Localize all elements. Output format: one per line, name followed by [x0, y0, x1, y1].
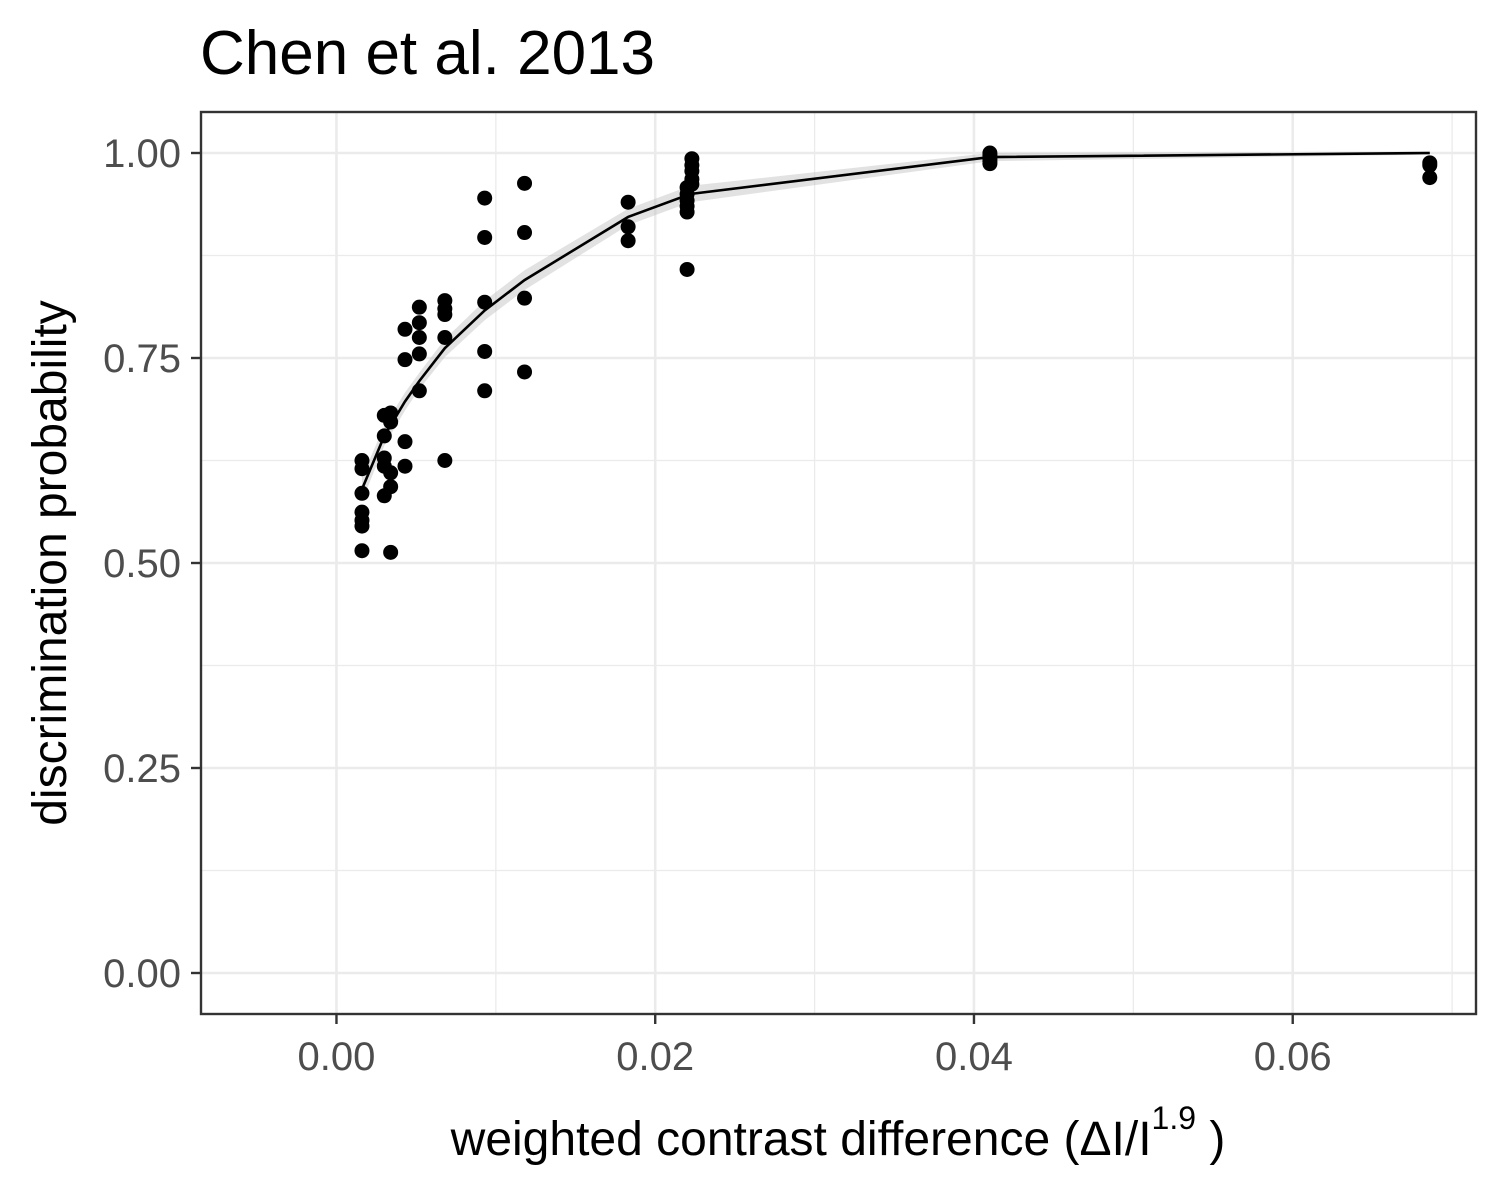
- x-axis-title-main: weighted contrast difference (ΔI/I: [450, 1113, 1152, 1166]
- data-point: [1422, 170, 1438, 186]
- data-point: [982, 156, 998, 172]
- data-point: [411, 315, 427, 331]
- x-tick-label: 0.02: [616, 1035, 694, 1079]
- data-point: [517, 290, 533, 306]
- data-point: [684, 176, 700, 192]
- y-tick-label: 1.00: [103, 132, 181, 176]
- data-point: [411, 299, 427, 315]
- data-point: [354, 485, 370, 501]
- data-point: [620, 219, 636, 235]
- data-point: [397, 458, 413, 474]
- data-point: [383, 479, 399, 495]
- x-axis-ticks: 0.00 0.02 0.04 0.06: [298, 1014, 1332, 1079]
- data-point: [383, 544, 399, 560]
- chart-title: Chen et al. 2013: [200, 19, 655, 88]
- data-point: [376, 428, 392, 444]
- y-tick-label: 0.25: [103, 747, 181, 791]
- data-point: [354, 461, 370, 477]
- x-tick-label: 0.04: [935, 1035, 1013, 1079]
- data-point: [477, 343, 493, 359]
- x-tick-label: 0.00: [298, 1035, 376, 1079]
- data-point: [411, 346, 427, 362]
- x-tick-label: 0.06: [1254, 1035, 1332, 1079]
- data-point: [397, 321, 413, 337]
- data-point: [437, 453, 453, 468]
- data-point: [383, 465, 399, 481]
- data-point: [1422, 157, 1438, 173]
- x-axis-title-close: ): [1196, 1113, 1225, 1166]
- data-point: [517, 175, 533, 191]
- data-points: [354, 145, 1438, 560]
- y-axis-title: discrimination probability: [24, 300, 77, 826]
- data-point: [679, 204, 695, 220]
- x-axis-title: weighted contrast difference (ΔI/I1.9 ): [450, 1100, 1226, 1166]
- data-point: [477, 294, 493, 310]
- data-point: [679, 261, 695, 277]
- y-tick-label: 0.75: [103, 337, 181, 381]
- data-point: [354, 518, 370, 534]
- data-point: [477, 190, 493, 206]
- data-point: [620, 233, 636, 249]
- data-point: [437, 330, 453, 345]
- data-point: [620, 194, 636, 210]
- y-tick-label: 0.00: [103, 952, 181, 996]
- data-point: [411, 330, 427, 345]
- data-point: [437, 307, 453, 323]
- data-point: [477, 229, 493, 245]
- data-point: [354, 543, 370, 559]
- data-point: [411, 383, 427, 399]
- x-axis-title-superscript: 1.9: [1152, 1100, 1196, 1136]
- data-point: [517, 225, 533, 241]
- y-tick-label: 0.50: [103, 542, 181, 586]
- y-axis-ticks: 0.00 0.25 0.50 0.75 1.00: [103, 132, 201, 996]
- data-point: [397, 352, 413, 368]
- data-point: [477, 383, 493, 399]
- data-point: [397, 434, 413, 450]
- data-point: [517, 364, 533, 380]
- data-point: [383, 414, 399, 430]
